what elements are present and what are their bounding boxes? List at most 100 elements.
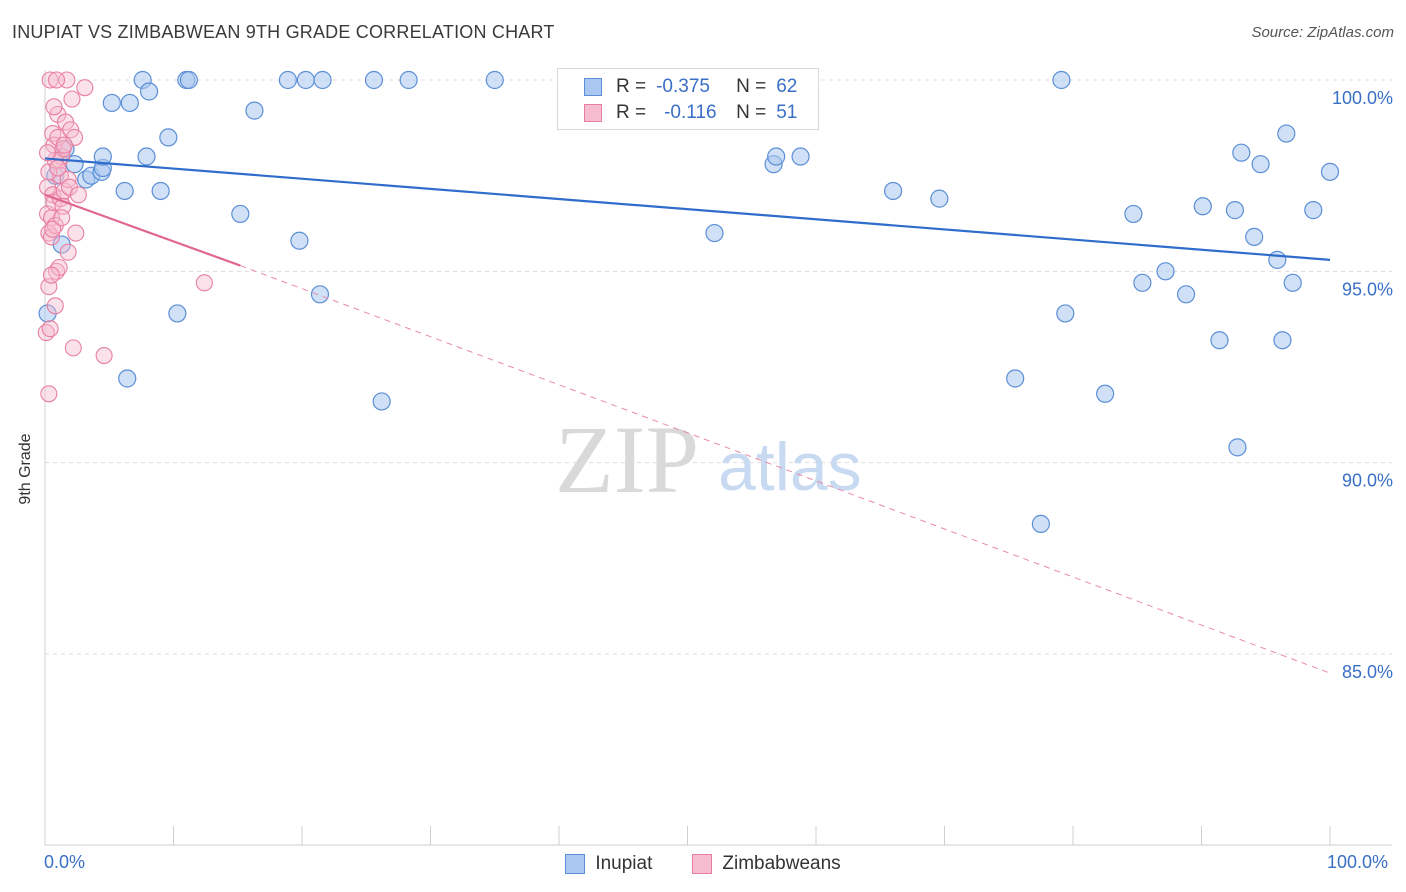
y-tick-label: 95.0%	[1342, 279, 1393, 299]
inupiat-point	[313, 70, 332, 90]
inupiat-point	[245, 101, 264, 120]
zimbabweans-point	[53, 209, 71, 227]
zimbabweans-point	[67, 224, 85, 242]
inupiat-point	[93, 147, 112, 166]
inupiat-legend-label: Inupiat	[595, 853, 653, 874]
zimbabweans-point	[41, 71, 59, 89]
inupiat-point	[1124, 204, 1143, 224]
chart-title: INUPIAT VS ZIMBABWEAN 9TH GRADE CORRELAT…	[12, 22, 555, 42]
inupiat-point	[179, 70, 199, 90]
inupiat-legend-swatch	[565, 854, 586, 874]
zimbabweans-point	[62, 121, 80, 139]
inupiat-point	[168, 304, 187, 323]
zimbabweans-point	[42, 266, 60, 284]
inupiat-point	[1193, 197, 1212, 216]
legend-row-inupiat: R = -0.375 N = 62	[584, 75, 797, 99]
zimbabweans-point	[64, 339, 82, 357]
inupiat-point	[278, 70, 297, 90]
inupiat-point	[1031, 514, 1050, 533]
inupiat-point	[137, 147, 156, 166]
inupiat-point	[1156, 262, 1175, 281]
zimbabweans-point	[59, 243, 77, 261]
r-value-inupiat: -0.375	[656, 76, 710, 97]
r-label: R =	[616, 102, 647, 123]
n-value-zimbabweans: 51	[776, 102, 798, 123]
n-label: N =	[736, 76, 767, 97]
inupiat-point	[1056, 304, 1075, 323]
legend-item-zimbabweans: Zimbabweans	[692, 853, 841, 875]
inupiat-point	[1176, 285, 1196, 304]
zimbabweans-point	[69, 186, 87, 204]
inupiat-point	[120, 93, 139, 113]
inupiat-point	[115, 181, 134, 201]
zimbabweans-point	[55, 136, 73, 154]
y-tick-label: 100.0%	[1332, 88, 1393, 108]
inupiat-point	[1133, 273, 1152, 292]
zimbabweans-point	[195, 274, 213, 292]
zimbabweans-point	[76, 79, 94, 97]
zimbabweans-point	[95, 346, 113, 365]
legend-row-zimbabweans: R = -0.116 N = 51	[584, 101, 797, 125]
r-value-zimbabweans: -0.116	[664, 102, 717, 123]
zimbabweans-point	[40, 385, 58, 403]
inupiat-point	[1245, 227, 1264, 246]
inupiat-point	[364, 70, 384, 90]
correlation-legend: R = -0.375 N = 62 R = -0.116 N = 51	[557, 68, 819, 130]
zimbabweans-legend-swatch	[692, 854, 713, 874]
zimbabweans-point	[58, 71, 76, 89]
y-axis-label: 9th Grade	[17, 433, 34, 505]
inupiat-point	[290, 231, 309, 250]
inupiat-point	[1096, 384, 1115, 403]
inupiat-point	[1232, 143, 1251, 162]
zimbabweans-point	[63, 90, 81, 108]
zimbabweans-point	[49, 159, 67, 177]
inupiat-point	[159, 128, 178, 147]
zimbabweans-trend-line	[44, 193, 241, 267]
inupiat-point	[705, 223, 724, 243]
inupiat-point	[310, 285, 330, 304]
inupiat-point	[1273, 331, 1292, 350]
inupiat-point	[1052, 70, 1071, 90]
series-legend: Inupiat Zimbabweans	[0, 852, 1406, 876]
inupiat-point	[231, 204, 250, 224]
zimbabweans-swatch	[584, 104, 602, 122]
inupiat-point	[1006, 369, 1025, 388]
inupiat-point	[930, 189, 949, 208]
n-value-inupiat: 62	[776, 76, 798, 97]
zimbabweans-point	[45, 98, 63, 116]
inupiat-point	[1225, 201, 1245, 220]
inupiat-point	[1210, 331, 1229, 350]
watermark-atlas: atlas	[718, 429, 862, 505]
zimbabweans-point	[44, 220, 62, 238]
inupiat-point	[1304, 201, 1323, 220]
inupiat-point	[1320, 162, 1340, 181]
legend-item-inupiat: Inupiat	[565, 853, 652, 875]
zimbabweans-point	[46, 297, 64, 315]
n-label: N =	[736, 102, 767, 123]
inupiat-point	[102, 93, 121, 113]
watermark-zip: ZIP	[555, 406, 699, 513]
inupiat-point	[118, 369, 137, 388]
inupiat-point	[1268, 250, 1287, 269]
inupiat-point	[1283, 273, 1302, 292]
r-label: R =	[616, 76, 647, 97]
inupiat-point	[151, 181, 170, 201]
inupiat-point	[296, 70, 315, 90]
inupiat-point	[139, 82, 159, 101]
inupiat-point	[767, 147, 786, 166]
inupiat-point	[883, 181, 903, 201]
zimbabweans-point	[48, 71, 66, 89]
zimbabweans-trend-extension	[240, 265, 1331, 674]
inupiat-trend-line	[44, 157, 1331, 261]
inupiat-point	[791, 147, 810, 166]
x-tick-max: 100.0%	[1327, 852, 1389, 872]
source-label: Source: ZipAtlas.com	[1251, 24, 1394, 41]
inupiat-swatch	[584, 78, 602, 96]
y-tick-label: 85.0%	[1342, 662, 1393, 682]
inupiat-point	[485, 70, 504, 90]
zimbabweans-point	[39, 144, 57, 162]
zimbabweans-point	[41, 320, 59, 338]
inupiat-point	[399, 70, 418, 90]
y-tick-label: 90.0%	[1342, 471, 1393, 491]
